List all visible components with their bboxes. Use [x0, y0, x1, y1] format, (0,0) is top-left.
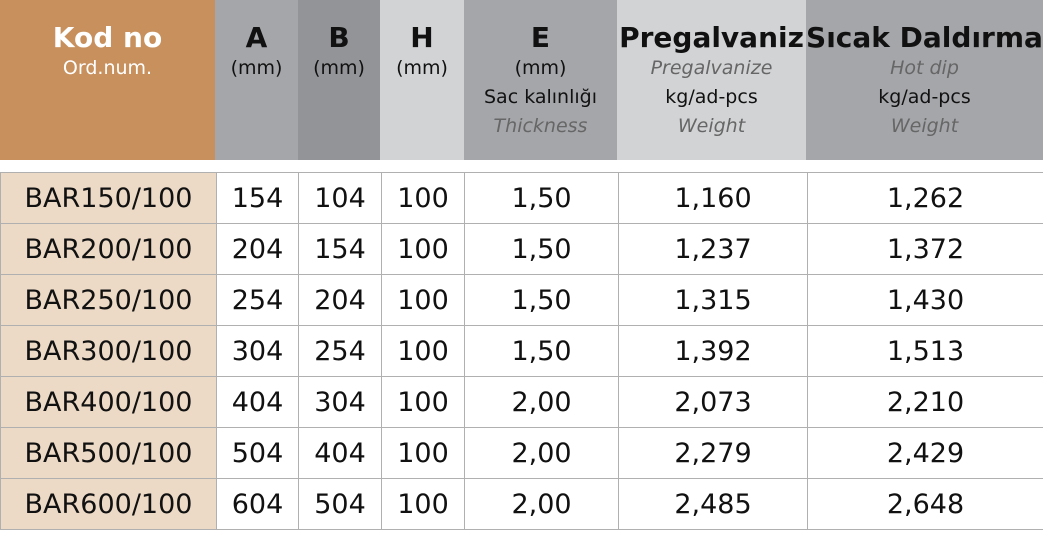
- table-row: BAR400/100 404 304 100 2,00 2,073 2,210: [0, 376, 1043, 428]
- header-label-en: Hot dip: [890, 57, 959, 79]
- cell-code: BAR300/100: [0, 325, 217, 377]
- cell-a: 204: [216, 223, 299, 275]
- cell-e: 2,00: [464, 427, 619, 479]
- cell-a: 304: [216, 325, 299, 377]
- product-table: BAR150/100 154 104 100 1,50 1,160 1,262 BAR200/…: [0, 172, 1043, 530]
- cell-e: 1,50: [464, 325, 619, 377]
- header-unit: kg/ad-pcs: [665, 86, 758, 108]
- cell-code: BAR400/100: [0, 376, 217, 428]
- cell-b: 254: [298, 325, 382, 377]
- cell-h: 100: [381, 376, 465, 428]
- cell-h: 100: [381, 325, 465, 377]
- cell-code: BAR250/100: [0, 274, 217, 326]
- table-row: BAR500/100 504 404 100 2,00 2,279 2,429: [0, 427, 1043, 479]
- header-label-en: Pregalvanize: [650, 57, 773, 79]
- header-title: B: [328, 21, 350, 54]
- header-a: A (mm): [215, 0, 298, 160]
- header-pregalvaniz: Pregalvaniz Pregalvanize kg/ad-pcs Weigh…: [617, 0, 806, 160]
- cell-pregalvaniz-weight: 1,160: [618, 172, 808, 224]
- header-unit: (mm): [514, 57, 567, 79]
- header-kod-no: Kod no Ord.num.: [0, 0, 215, 160]
- header-weight: Weight: [677, 115, 746, 137]
- cell-a: 254: [216, 274, 299, 326]
- header-b: B (mm): [298, 0, 380, 160]
- cell-a: 604: [216, 478, 299, 530]
- header-h: H (mm): [380, 0, 464, 160]
- cell-e: 1,50: [464, 274, 619, 326]
- cell-b: 204: [298, 274, 382, 326]
- cell-h: 100: [381, 427, 465, 479]
- cell-h: 100: [381, 478, 465, 530]
- cell-hot-dip-weight: 2,429: [807, 427, 1043, 479]
- cell-e: 2,00: [464, 376, 619, 428]
- cell-hot-dip-weight: 1,372: [807, 223, 1043, 275]
- header-unit: (mm): [230, 57, 283, 79]
- cell-e: 1,50: [464, 172, 619, 224]
- cell-b: 154: [298, 223, 382, 275]
- cell-hot-dip-weight: 2,210: [807, 376, 1043, 428]
- cell-h: 100: [381, 223, 465, 275]
- cell-hot-dip-weight: 1,513: [807, 325, 1043, 377]
- header-unit: (mm): [396, 57, 448, 79]
- header-e: E (mm) Sac kalınlığı Thickness: [464, 0, 617, 160]
- header-title: A: [245, 21, 268, 54]
- cell-code: BAR500/100: [0, 427, 217, 479]
- header-label-en: Thickness: [493, 115, 588, 137]
- cell-b: 304: [298, 376, 382, 428]
- cell-e: 1,50: [464, 223, 619, 275]
- header-title: Sıcak Daldırma: [806, 21, 1043, 54]
- header-subtitle: Ord.num.: [62, 57, 153, 79]
- cell-h: 100: [381, 172, 465, 224]
- cell-hot-dip-weight: 1,262: [807, 172, 1043, 224]
- cell-b: 104: [298, 172, 382, 224]
- cell-a: 404: [216, 376, 299, 428]
- cell-pregalvaniz-weight: 1,392: [618, 325, 808, 377]
- cell-pregalvaniz-weight: 1,315: [618, 274, 808, 326]
- cell-h: 100: [381, 274, 465, 326]
- cell-b: 504: [298, 478, 382, 530]
- table-row: BAR600/100 604 504 100 2,00 2,485 2,648: [0, 478, 1043, 530]
- cell-hot-dip-weight: 2,648: [807, 478, 1043, 530]
- cell-code: BAR200/100: [0, 223, 217, 275]
- cell-hot-dip-weight: 1,430: [807, 274, 1043, 326]
- header-title: Kod no: [52, 21, 163, 54]
- cell-e: 2,00: [464, 478, 619, 530]
- header-sicak-daldirma: Sıcak Daldırma Hot dip kg/ad-pcs Weight: [806, 0, 1043, 160]
- table-row: BAR250/100 254 204 100 1,50 1,315 1,430: [0, 274, 1043, 326]
- header-title: Pregalvaniz: [619, 21, 804, 54]
- cell-pregalvaniz-weight: 2,485: [618, 478, 808, 530]
- header-title: H: [410, 21, 434, 54]
- cell-b: 404: [298, 427, 382, 479]
- cell-code: BAR600/100: [0, 478, 217, 530]
- table-row: BAR200/100 204 154 100 1,50 1,237 1,372: [0, 223, 1043, 275]
- cell-pregalvaniz-weight: 1,237: [618, 223, 808, 275]
- cell-pregalvaniz-weight: 2,073: [618, 376, 808, 428]
- header-unit: kg/ad-pcs: [878, 86, 971, 108]
- header-label: Sac kalınlığı: [484, 86, 597, 108]
- table-row: BAR300/100 304 254 100 1,50 1,392 1,513: [0, 325, 1043, 377]
- cell-a: 154: [216, 172, 299, 224]
- cell-pregalvaniz-weight: 2,279: [618, 427, 808, 479]
- table-row: BAR150/100 154 104 100 1,50 1,160 1,262: [0, 172, 1043, 224]
- header-unit: (mm): [313, 57, 365, 79]
- cell-code: BAR150/100: [0, 172, 217, 224]
- cell-a: 504: [216, 427, 299, 479]
- header-title: E: [530, 21, 551, 54]
- header-weight: Weight: [890, 115, 959, 137]
